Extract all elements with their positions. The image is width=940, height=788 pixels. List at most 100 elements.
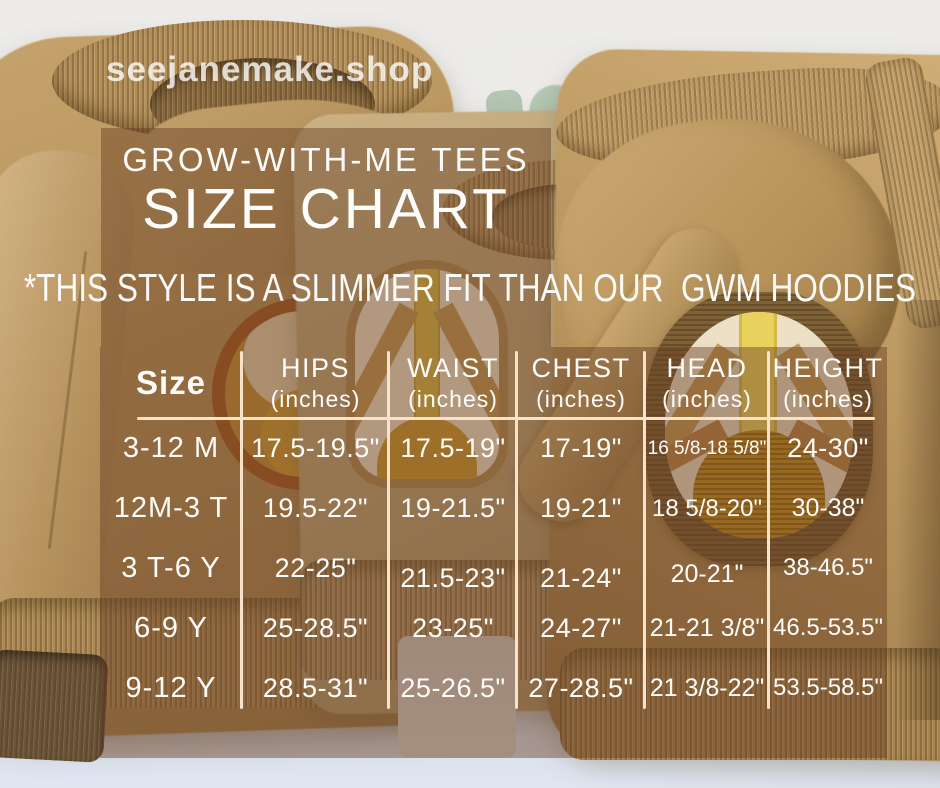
- header-sublabel: (inches): [270, 386, 361, 412]
- photo-right-hem-rib: [560, 648, 940, 760]
- table-cell-head: 16 5/8-18 5/8": [645, 419, 769, 479]
- cell-value: 28.5-31": [262, 672, 369, 703]
- column-divider: [643, 351, 646, 709]
- table-cell-chest: 19-21": [517, 479, 645, 539]
- table-cell-chest: 17-19": [517, 419, 645, 479]
- column-divider: [240, 351, 243, 709]
- header-sublabel: (inches): [536, 386, 626, 412]
- column-header-waist: WAIST (inches): [389, 347, 517, 419]
- cell-value: 18 5/8-20": [652, 494, 762, 522]
- fit-note: *THIS STYLE IS A SLIMMER FIT THAN OUR GW…: [23, 267, 917, 310]
- photo-surface-gap: [398, 636, 516, 758]
- table-overlay-panel: [100, 347, 887, 758]
- table-cell-height: 24-30": [769, 419, 887, 479]
- watermark: seejanemake.shop: [106, 50, 434, 89]
- photo-middle-ray-center: [414, 269, 440, 425]
- size-row-label: 3-12 M: [100, 419, 242, 479]
- table-cell-hips: 25-28.5": [242, 598, 389, 658]
- chart-title: SIZE CHART: [142, 177, 510, 241]
- column-header-chest: CHEST (inches): [517, 347, 645, 419]
- table-cell-head: 21 3/8-22": [645, 658, 769, 718]
- cell-value: 30-38": [791, 494, 865, 523]
- cell-value: 3-12 M: [122, 432, 220, 465]
- cell-value: 53.5-58.5": [773, 674, 883, 702]
- size-row-label: 3 T-6 Y: [100, 539, 242, 599]
- photo-right-edge-shadow: [896, 300, 940, 720]
- table-cell-chest: 21-24": [517, 549, 645, 609]
- table-cell-waist: 25-26.5": [389, 658, 517, 718]
- cell-value: 17-19": [540, 433, 622, 464]
- cell-value: 21 3/8-22": [649, 673, 765, 702]
- cell-value: 12M-3 T: [113, 492, 229, 525]
- size-row-label: 9-12 Y: [100, 658, 242, 718]
- cell-value: 23-25": [412, 612, 494, 643]
- size-table: Size HIPS (inches) WAIST (inches) CHEST (in…: [100, 347, 887, 758]
- size-row-label: 6-9 Y: [100, 598, 242, 658]
- photo-right-sun-inner: [665, 312, 853, 538]
- table-cell-waist: 23-25": [389, 598, 517, 658]
- column-header-hips: HIPS (inches): [242, 347, 389, 419]
- table-cell-waist: 21.5-23": [389, 549, 517, 609]
- table-cell-chest: 24-27": [517, 598, 645, 658]
- header-label: HEAD: [666, 353, 748, 383]
- cell-value: 9-12 Y: [125, 671, 217, 704]
- cell-value: 27-28.5": [528, 672, 634, 703]
- table-cell-hips: 28.5-31": [242, 658, 389, 718]
- table-cell-head: 20-21": [645, 545, 769, 605]
- column-divider: [767, 351, 770, 709]
- column-header-size: Size: [100, 347, 242, 419]
- header-label: WAIST: [407, 353, 499, 383]
- cell-value: 25-28.5": [262, 612, 369, 643]
- table-cell-hips: 17.5-19.5": [242, 419, 389, 479]
- cell-value: 46.5-53.5": [773, 614, 883, 642]
- table-cell-hips: 22-25": [242, 539, 389, 599]
- cell-value: 19.5-22": [262, 493, 369, 524]
- table-cell-head: 21-21 3/8": [645, 598, 769, 658]
- photo-right-sun-applique: [645, 292, 873, 566]
- table-cell-height: 38-46.5": [769, 539, 887, 599]
- cell-value: 19-21": [540, 493, 622, 524]
- cell-value: 38-46.5": [783, 554, 873, 582]
- cell-value: 3 T-6 Y: [121, 551, 221, 584]
- size-row-label: 12M-3 T: [100, 479, 242, 539]
- column-divider: [515, 351, 518, 709]
- cell-value: 21-21 3/8": [649, 613, 765, 642]
- title-overlay-panel: [101, 128, 551, 347]
- cell-value: 24-30": [787, 433, 869, 464]
- table-cell-height: 46.5-53.5": [769, 598, 887, 658]
- chart-eyebrow: GROW-WITH-ME TEES: [122, 141, 530, 178]
- header-label: CHEST: [531, 353, 631, 383]
- photo-right-sun-core: [693, 430, 825, 538]
- cell-value: 22-25": [274, 552, 357, 583]
- cell-value: 21-24": [540, 562, 622, 593]
- cell-value: 19-21.5": [400, 493, 506, 524]
- table-cell-head: 18 5/8-20": [645, 479, 769, 539]
- header-sublabel: (inches): [783, 386, 873, 412]
- header-label: Size: [135, 364, 207, 401]
- table-cell-chest: 27-28.5": [517, 658, 645, 718]
- column-divider: [387, 351, 390, 709]
- size-table-grid: Size HIPS (inches) WAIST (inches) CHEST (in…: [100, 347, 887, 718]
- header-sublabel: (inches): [408, 386, 498, 412]
- column-header-head: HEAD (inches): [645, 347, 769, 419]
- cell-value: 6-9 Y: [134, 611, 208, 644]
- cell-value: 17.5-19": [400, 433, 506, 464]
- cell-value: 17.5-19.5": [251, 433, 380, 464]
- cell-value: 21.5-23": [400, 562, 506, 593]
- cell-value: 25-26.5": [400, 672, 506, 703]
- header-divider: [137, 417, 875, 420]
- table-cell-height: 53.5-58.5": [769, 658, 887, 718]
- cell-value: 20-21": [670, 559, 744, 588]
- table-cell-waist: 17.5-19": [389, 419, 517, 479]
- photo-middle-sun-applique: [346, 260, 508, 488]
- table-cell-hips: 19.5-22": [242, 479, 389, 539]
- cell-value: 16 5/8-18 5/8": [647, 437, 767, 459]
- table-cell-height: 30-38": [769, 479, 887, 539]
- photo-left-cuff-dark: [0, 648, 109, 764]
- header-sublabel: (inches): [662, 386, 752, 412]
- header-label: HIPS: [280, 353, 351, 383]
- header-label: HEIGHT: [772, 353, 884, 383]
- table-cell-waist: 19-21.5": [389, 479, 517, 539]
- cell-value: 24-27": [540, 612, 622, 643]
